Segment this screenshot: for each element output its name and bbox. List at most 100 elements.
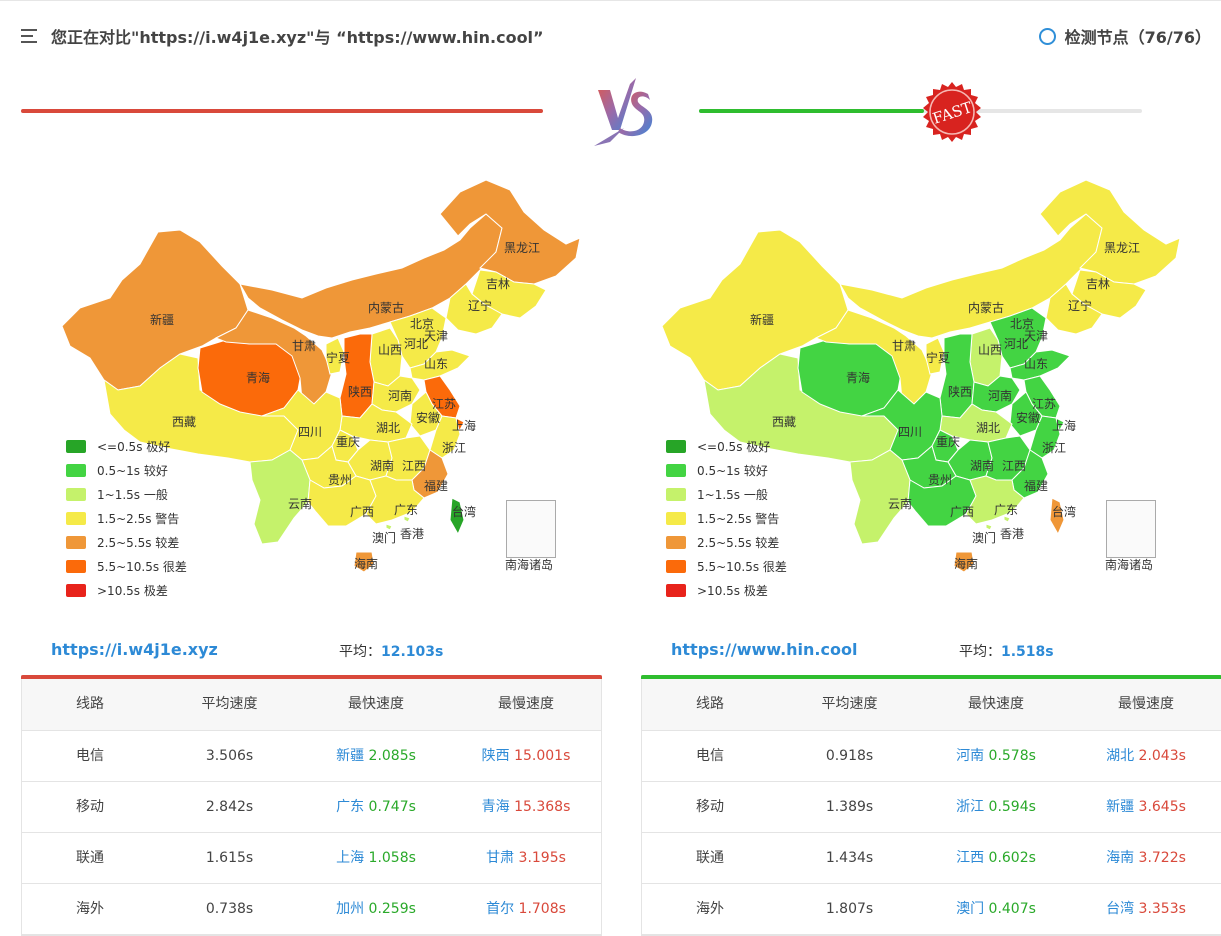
table-row: 联通 1.615s 上海 1.058s 甘肃 3.195s [22, 833, 601, 884]
right-site-url[interactable]: https://www.hin.cool [671, 640, 858, 659]
south-sea-label: 南海诸岛 [1105, 558, 1154, 572]
province-region[interactable] [385, 523, 393, 531]
province-region[interactable] [1049, 497, 1065, 536]
average-speed-cell: 3.506s [205, 748, 254, 764]
right-china-map: 新疆 西藏 青海 甘肃 宁夏 内蒙古 黑龙江 吉林 辽宁 北京 天津 河北 山西 陕西 山东 河南 江苏 安徽 上海… [640, 168, 1200, 618]
province-region[interactable] [445, 283, 503, 335]
legend-item[interactable]: 5.5~10.5s 很差 [666, 558, 787, 574]
province-region[interactable] [339, 333, 375, 419]
province-label: 内蒙古 [368, 300, 404, 315]
province-region[interactable] [965, 475, 1025, 525]
legend-item[interactable]: 2.5~5.5s 较差 [666, 534, 779, 550]
column-header: 最慢速度 [498, 696, 554, 712]
province-label: 海南 [354, 556, 378, 571]
province-region[interactable] [365, 475, 425, 525]
province-label: 内蒙古 [968, 300, 1004, 315]
legend-label: 1.5~2.5s 警告 [97, 511, 180, 526]
province-region[interactable] [325, 337, 345, 375]
left-site-url[interactable]: https://i.w4j1e.xyz [51, 640, 218, 659]
province-region[interactable] [985, 523, 993, 531]
slowest-speed-cell: 湖北 2.043s [1106, 748, 1186, 764]
province-region[interactable] [849, 449, 911, 545]
province-label: 广西 [950, 505, 974, 519]
legend-item[interactable]: 0.5~1s 较好 [66, 462, 168, 478]
province-label: 黑龙江 [504, 241, 540, 255]
province-label: 青海 [846, 370, 870, 385]
legend-item[interactable]: 5.5~10.5s 很差 [66, 558, 187, 574]
column-header: 最慢速度 [1118, 696, 1174, 712]
legend-swatch [66, 559, 86, 573]
province-label: 天津 [1024, 329, 1048, 343]
slowest-speed-cell: 甘肃 3.195s [486, 850, 566, 866]
legend-item[interactable]: 2.5~5.5s 较差 [66, 534, 179, 550]
province-label: 贵州 [928, 473, 952, 487]
legend-item[interactable]: >10.5s 极差 [666, 582, 768, 598]
legend-swatch [66, 511, 86, 525]
province-region[interactable] [1039, 179, 1181, 285]
legend-swatch [666, 439, 686, 453]
left-speed-bar [21, 109, 543, 113]
table-header: 线路 平均速度 最快速度 最慢速度 [22, 679, 601, 731]
table-accent-bar [641, 675, 1221, 679]
province-label: 宁夏 [326, 350, 350, 365]
province-region[interactable] [953, 551, 975, 573]
province-label: 河北 [404, 337, 428, 351]
column-header: 最快速度 [968, 696, 1024, 712]
legend-item[interactable]: 1.5~2.5s 警告 [666, 510, 779, 526]
province-label: 山西 [978, 343, 1002, 357]
average-speed-cell: 1.615s [205, 850, 254, 866]
province-region[interactable] [939, 333, 975, 419]
province-label: 上海 [1052, 418, 1076, 433]
legend-label: 1~1.5s 一般 [697, 487, 768, 502]
fastest-speed-cell: 新疆 2.085s [336, 748, 416, 764]
slowest-speed-cell: 首尔 1.708s [486, 901, 566, 917]
right-average-value: 1.518s [1001, 644, 1054, 660]
legend-item[interactable]: <=0.5s 极好 [666, 438, 770, 454]
province-label: 贵州 [328, 473, 352, 487]
slowest-speed-cell: 青海 15.368s [481, 799, 571, 815]
legend-item[interactable]: >10.5s 极差 [66, 582, 168, 598]
province-label: 江西 [402, 459, 426, 473]
legend-item[interactable]: 1~1.5s 一般 [666, 486, 768, 502]
menu-icon[interactable] [21, 29, 37, 43]
province-label: 广东 [394, 503, 418, 517]
province-label: 云南 [288, 496, 312, 511]
province-label: 湖北 [976, 420, 1000, 435]
province-region[interactable] [1045, 283, 1103, 335]
province-region[interactable] [449, 497, 465, 536]
province-region[interactable] [1009, 349, 1071, 381]
province-region[interactable] [1003, 515, 1011, 523]
province-region[interactable] [925, 337, 945, 375]
province-region[interactable] [249, 449, 311, 545]
column-header: 平均速度 [201, 696, 258, 712]
table-row: 移动 2.842s 广东 0.747s 青海 15.368s [22, 782, 601, 833]
province-region[interactable] [403, 515, 411, 523]
province-label: 甘肃 [292, 339, 316, 353]
province-label: 吉林 [486, 277, 510, 291]
table-row: 海外 1.807s 澳门 0.407s 台湾 3.353s [642, 884, 1221, 935]
legend-item[interactable]: <=0.5s 极好 [66, 438, 170, 454]
left-average: 平均：12.103s [339, 644, 444, 660]
province-region[interactable] [439, 179, 581, 285]
province-region[interactable] [353, 551, 375, 573]
slowest-speed-cell: 海南 3.722s [1106, 850, 1186, 866]
legend-swatch [666, 535, 686, 549]
legend-swatch [66, 487, 86, 501]
province-label: 海南 [954, 556, 978, 571]
province-label: 新疆 [150, 312, 174, 327]
legend-item[interactable]: 1~1.5s 一般 [66, 486, 168, 502]
province-region[interactable] [409, 349, 471, 381]
province-label: 吉林 [1086, 277, 1110, 291]
legend-item[interactable]: 0.5~1s 较好 [666, 462, 768, 478]
legend-item[interactable]: 1.5~2.5s 警告 [66, 510, 179, 526]
left-china-map: 新疆 西藏 青海 甘肃 宁夏 内蒙古 黑龙江 吉林 辽宁 北京 天津 河北 山西 陕西 山东 河南 江苏 安徽 上海… [40, 168, 600, 618]
average-speed-cell: 0.738s [205, 901, 254, 917]
province-label: 安徽 [416, 410, 440, 425]
node-status[interactable]: 检测节点（76/76） [1038, 24, 1211, 48]
column-header: 平均速度 [821, 696, 878, 712]
province-label: 山东 [1024, 357, 1048, 371]
legend-label: 1.5~2.5s 警告 [697, 511, 780, 526]
line-name-cell: 联通 [696, 850, 724, 866]
legend-swatch [666, 511, 686, 525]
